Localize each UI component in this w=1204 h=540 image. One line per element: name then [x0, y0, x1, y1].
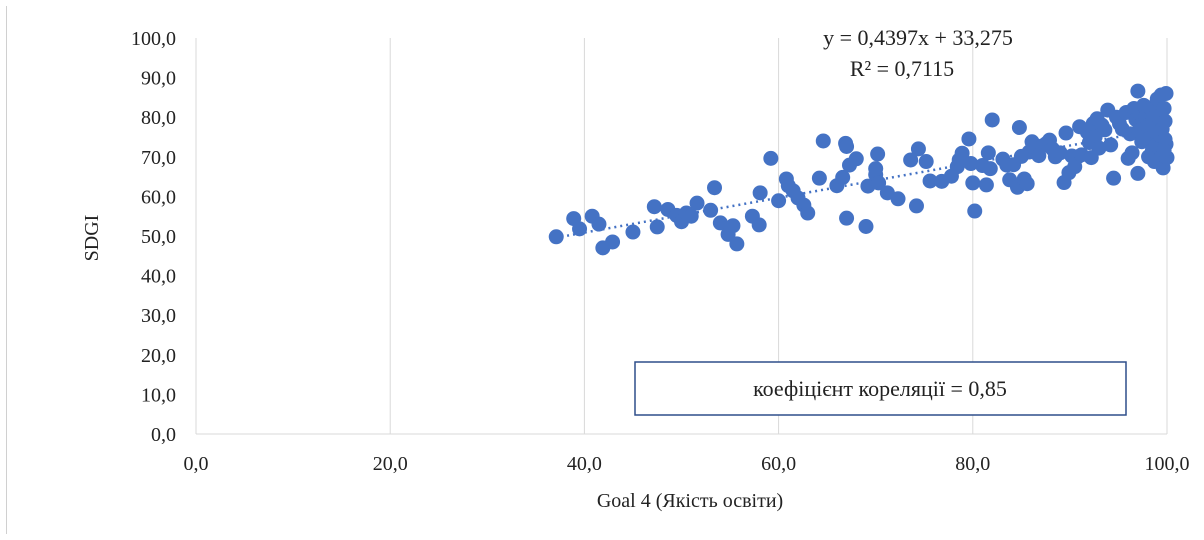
- y-tick-label: 10,0: [141, 384, 176, 406]
- data-point: [1019, 176, 1035, 192]
- correlation-label: коефіцієнт кореляції = 0,85: [753, 376, 1007, 401]
- data-point: [922, 173, 938, 189]
- data-point: [1157, 113, 1173, 129]
- data-point: [703, 202, 719, 218]
- chart-frame: [6, 6, 1196, 534]
- data-point: [903, 152, 919, 168]
- data-point: [712, 215, 728, 231]
- data-point: [646, 199, 662, 215]
- y-tick-label: 40,0: [141, 266, 176, 288]
- axes: [195, 38, 1167, 435]
- y-tick-label: 30,0: [141, 305, 176, 327]
- x-tick-label: 100,0: [1145, 453, 1190, 475]
- data-point: [954, 145, 970, 161]
- data-point: [980, 145, 996, 161]
- data-point: [751, 217, 767, 233]
- data-point: [910, 141, 926, 157]
- data-point: [725, 218, 741, 234]
- y-tick-label: 60,0: [141, 186, 176, 208]
- x-tick-label: 20,0: [373, 453, 408, 475]
- data-points: [548, 83, 1175, 256]
- data-point: [548, 229, 564, 245]
- y-tick-label: 80,0: [141, 107, 176, 129]
- data-point: [649, 219, 665, 235]
- data-point: [1106, 170, 1122, 186]
- data-point: [763, 150, 779, 166]
- y-tick-label: 50,0: [141, 226, 176, 248]
- data-point: [729, 236, 745, 252]
- y-tick-label: 70,0: [141, 147, 176, 169]
- data-point: [965, 175, 981, 191]
- data-point: [1103, 137, 1119, 153]
- correlation-box: [634, 361, 1127, 416]
- data-point: [961, 131, 977, 147]
- data-point: [605, 234, 621, 250]
- data-point: [1156, 142, 1172, 158]
- data-point: [982, 161, 998, 177]
- x-axis-title: Goal 4 (Якість освіти): [597, 490, 783, 512]
- data-point: [908, 198, 924, 214]
- data-point: [978, 177, 994, 193]
- data-point: [707, 180, 723, 196]
- data-point: [683, 208, 699, 224]
- data-point: [1052, 145, 1068, 161]
- data-point: [868, 161, 884, 177]
- r-squared-label: R² = 0,7115: [850, 56, 954, 81]
- data-point: [815, 133, 831, 149]
- x-tick-label: 80,0: [955, 453, 990, 475]
- data-point: [1097, 122, 1113, 138]
- data-point: [1158, 85, 1174, 101]
- data-point: [890, 191, 906, 207]
- data-point: [848, 151, 864, 167]
- data-point: [835, 169, 851, 185]
- data-point: [1091, 140, 1107, 156]
- data-point: [967, 203, 983, 219]
- data-point: [1058, 125, 1074, 141]
- trendline-equation: y = 0,4397x + 33,275: [823, 25, 1013, 50]
- data-point: [771, 193, 787, 209]
- data-point: [839, 139, 855, 155]
- data-point: [963, 156, 979, 172]
- data-point: [984, 112, 1000, 128]
- y-tick-label: 20,0: [141, 345, 176, 367]
- data-point: [858, 218, 874, 234]
- data-point: [572, 221, 588, 237]
- y-tick-label: 0,0: [151, 424, 176, 446]
- x-tick-labels: 0,0 20,0 40,0 60,0 80,0 100,0: [184, 453, 1190, 475]
- y-tick-labels: 0,0 10,0 20,0 30,0 40,0 50,0 60,0 70,0 80,0 90,0 1…: [131, 28, 176, 446]
- data-point: [1130, 83, 1146, 99]
- data-point: [870, 146, 886, 162]
- data-point: [800, 205, 816, 221]
- data-point: [871, 175, 887, 191]
- data-point: [1124, 145, 1140, 161]
- data-point: [591, 216, 607, 232]
- y-axis-title: SDGI: [81, 215, 103, 262]
- data-point: [689, 195, 705, 211]
- y-tick-label: 100,0: [131, 28, 176, 50]
- data-point: [918, 154, 934, 170]
- x-tick-label: 40,0: [567, 453, 602, 475]
- data-point: [1011, 119, 1027, 135]
- x-tick-label: 60,0: [761, 453, 796, 475]
- x-tick-label: 0,0: [184, 453, 209, 475]
- data-point: [811, 170, 827, 186]
- data-point: [625, 224, 641, 240]
- data-point: [839, 210, 855, 226]
- data-point: [752, 185, 768, 201]
- y-tick-label: 90,0: [141, 68, 176, 90]
- data-point: [1130, 165, 1146, 181]
- data-point: [1156, 100, 1172, 116]
